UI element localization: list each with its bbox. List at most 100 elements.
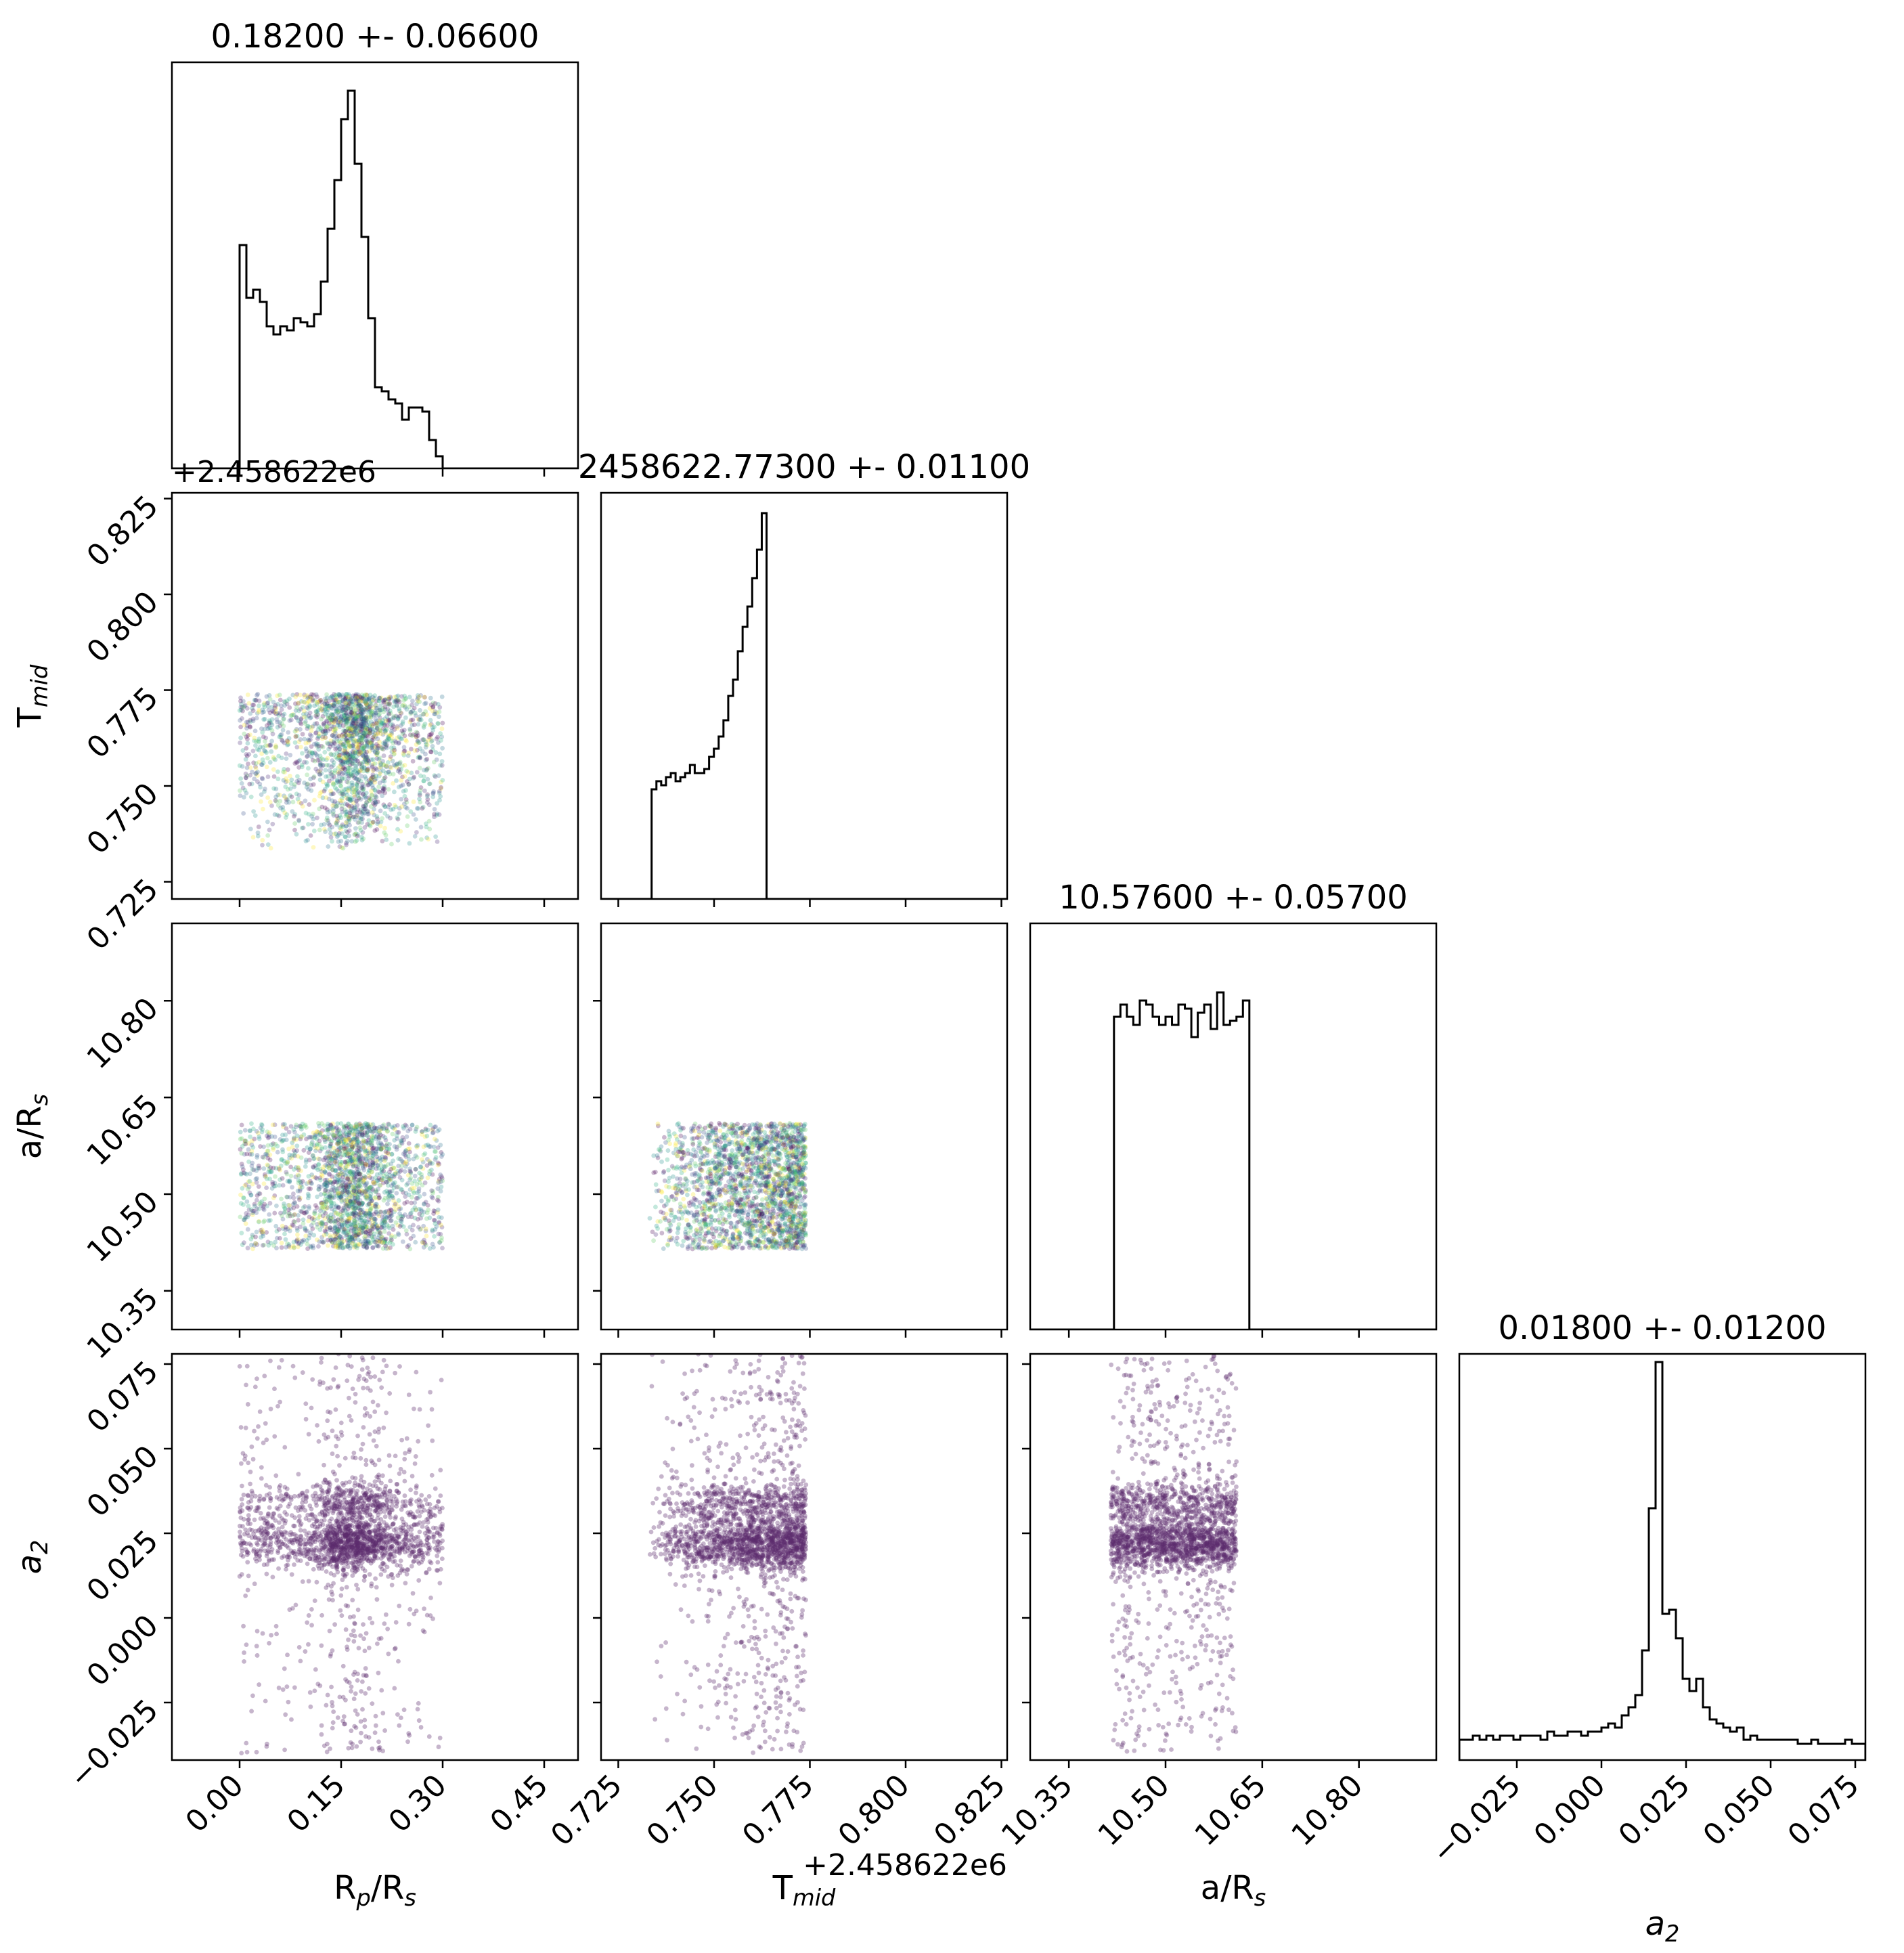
sample-point xyxy=(309,1143,314,1148)
sample-point xyxy=(280,1139,284,1144)
sample-point xyxy=(269,1142,274,1147)
sample-point xyxy=(296,1173,302,1179)
sample-point xyxy=(294,733,300,739)
sample-point xyxy=(362,732,368,737)
sample-point xyxy=(294,1122,299,1128)
sample-point xyxy=(352,727,357,732)
sample-point xyxy=(344,720,349,725)
sample-point xyxy=(407,841,412,846)
sample-point xyxy=(359,765,364,770)
sample-point xyxy=(265,833,271,838)
sample-point xyxy=(348,795,353,800)
sample-point xyxy=(250,706,254,711)
sample-point xyxy=(323,829,328,834)
sample-point xyxy=(367,822,372,828)
sample-point xyxy=(425,738,430,743)
sample-point xyxy=(287,1152,292,1158)
sample-point xyxy=(260,757,265,762)
sample-point xyxy=(298,1208,303,1214)
sample-point xyxy=(345,751,350,756)
sample-point xyxy=(414,830,419,835)
hist-panel-tmid: 2458622.77300 +- 0.01100 xyxy=(578,448,1030,907)
sample-point xyxy=(324,795,329,800)
sample-point xyxy=(300,751,305,756)
sample-point xyxy=(337,692,342,697)
sample-point xyxy=(377,715,382,720)
sample-point xyxy=(409,1214,414,1220)
sample-point xyxy=(356,1205,361,1210)
sample-point xyxy=(259,1199,265,1204)
sample-point xyxy=(329,1187,334,1193)
sample-point xyxy=(322,822,327,827)
sample-point xyxy=(359,1215,363,1221)
sample-point xyxy=(238,707,244,713)
sample-point xyxy=(336,1232,341,1237)
sample-point xyxy=(361,760,366,765)
sample-point xyxy=(351,729,356,734)
sample-point xyxy=(363,751,368,757)
sample-point xyxy=(286,1146,292,1151)
sample-point xyxy=(303,1233,309,1239)
sample-point xyxy=(357,737,361,743)
sample-point xyxy=(322,722,327,728)
sample-point xyxy=(439,1176,445,1181)
sample-point xyxy=(252,735,257,741)
sample-point xyxy=(264,764,269,770)
sample-point xyxy=(278,1235,282,1241)
sample-point xyxy=(248,772,252,778)
sample-point xyxy=(436,1221,441,1226)
sample-point xyxy=(381,741,386,746)
sample-point xyxy=(382,721,386,726)
sample-point xyxy=(386,701,392,707)
sample-point xyxy=(342,732,348,738)
sample-point xyxy=(344,720,349,725)
sample-point xyxy=(329,752,334,758)
sample-point xyxy=(366,1239,372,1244)
sample-point xyxy=(314,743,319,748)
sample-point xyxy=(436,721,441,726)
sample-point xyxy=(377,1209,382,1214)
sample-point xyxy=(254,773,260,778)
sample-point xyxy=(260,745,265,750)
sample-point xyxy=(281,778,286,783)
sample-point xyxy=(692,1161,698,1166)
sample-point xyxy=(331,1233,336,1239)
sample-point xyxy=(357,1231,361,1235)
sample-point xyxy=(305,1228,310,1233)
sample-point xyxy=(343,732,349,738)
sample-point xyxy=(368,804,374,809)
sample-point xyxy=(415,693,420,698)
sample-point xyxy=(360,708,365,714)
sample-point xyxy=(362,757,368,762)
sample-point xyxy=(273,1174,278,1179)
sample-point xyxy=(381,1126,386,1131)
sample-point xyxy=(385,707,391,712)
sample-point xyxy=(361,1174,367,1179)
sample-point xyxy=(380,839,385,843)
sample-point xyxy=(339,732,345,738)
sample-point xyxy=(337,1149,342,1154)
sample-point xyxy=(347,1199,353,1204)
sample-point xyxy=(419,1157,424,1162)
sample-point xyxy=(351,1137,356,1142)
sample-point xyxy=(345,718,350,724)
sample-point xyxy=(339,824,344,829)
sample-point xyxy=(251,1126,256,1132)
sample-point xyxy=(358,703,363,709)
sample-point xyxy=(421,768,426,772)
sample-point xyxy=(299,825,305,831)
sample-point xyxy=(374,1166,379,1171)
sample-point xyxy=(240,1242,245,1248)
sample-point xyxy=(325,1237,330,1243)
sample-point xyxy=(328,835,334,840)
sample-point xyxy=(334,787,339,792)
sample-point xyxy=(378,728,383,733)
sample-point xyxy=(241,811,246,816)
sample-point xyxy=(336,720,340,726)
sample-point xyxy=(287,1203,292,1208)
sample-point xyxy=(355,739,360,744)
sample-point xyxy=(342,710,347,716)
sample-point xyxy=(332,692,336,697)
sample-point xyxy=(361,749,367,754)
sample-point xyxy=(307,1233,312,1238)
